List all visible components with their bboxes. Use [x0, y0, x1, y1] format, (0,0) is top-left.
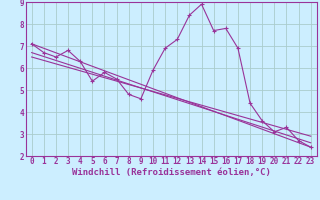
- X-axis label: Windchill (Refroidissement éolien,°C): Windchill (Refroidissement éolien,°C): [72, 168, 271, 177]
